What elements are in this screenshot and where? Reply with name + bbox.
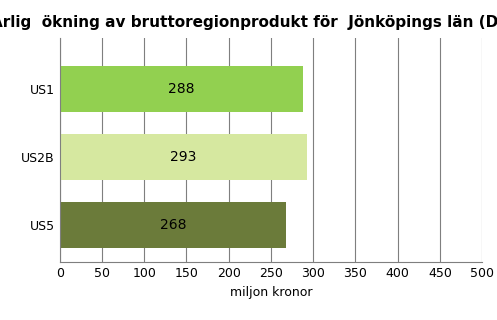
X-axis label: miljon kronor: miljon kronor — [230, 286, 312, 299]
Text: 268: 268 — [160, 218, 186, 232]
Bar — [60, 202, 286, 248]
Text: 288: 288 — [168, 82, 194, 96]
Title: Årlig  ökning av bruttoregionprodukt för  Jönköpings län (Dynlok): Årlig ökning av bruttoregionprodukt för … — [0, 12, 497, 30]
Bar — [60, 66, 303, 112]
Bar — [60, 134, 307, 180]
Text: 293: 293 — [170, 150, 197, 164]
